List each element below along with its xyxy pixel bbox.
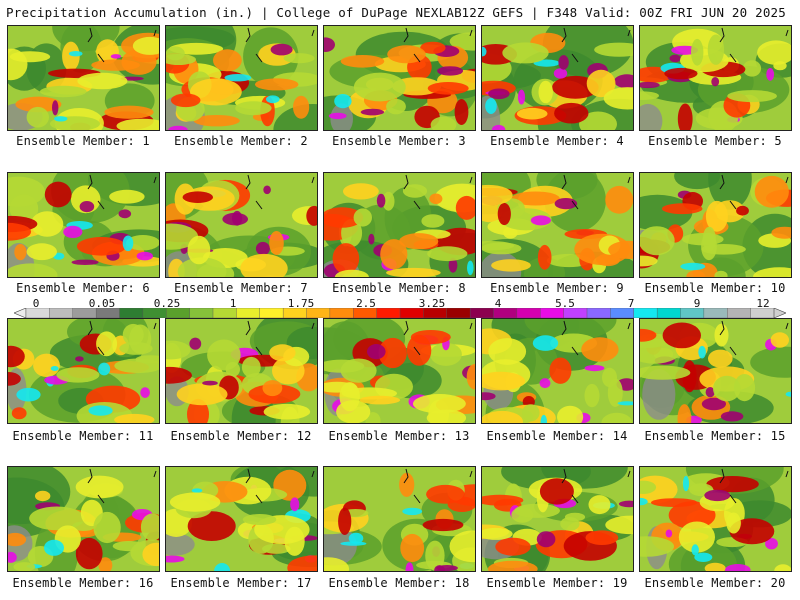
colorbar-swatch [516,308,541,318]
colorbar-tick-label: 9 [693,297,701,310]
precip-field [8,319,159,423]
colorbar-swatch [586,308,611,318]
colorbar-swatch [259,308,284,318]
ensemble-member-map [481,466,634,572]
colorbar-swatch [446,308,471,318]
colorbar-swatch [49,308,74,318]
colorbar-max-arrow [773,308,786,318]
ensemble-member-map [165,172,318,278]
run-valid-time: 12Z GEFS | F348 Valid: 00Z FRI JUN 20 20… [461,5,786,20]
ensemble-member-label: Ensemble Member: 18 [328,576,470,590]
ensemble-member-label: Ensemble Member: 9 [490,281,624,295]
precip-field [8,173,159,277]
ensemble-member-label: Ensemble Member: 7 [174,281,308,295]
ensemble-member-map [323,466,476,572]
ensemble-member-map [639,466,792,572]
colorbar-tick-label: 1 [229,297,237,310]
ensemble-member-map [481,25,634,131]
ensemble-member-label: Ensemble Member: 5 [648,134,782,148]
ensemble-member-label: Ensemble Member: 14 [486,429,628,443]
map-title: Precipitation Accumulation (in.) | Colle… [6,5,462,20]
ensemble-member-map [323,25,476,131]
colorbar-swatch [656,308,682,318]
colorbar-swatch [329,308,354,318]
ensemble-member-label: Ensemble Member: 19 [486,576,628,590]
colorbar-swatch [703,308,728,318]
precip-field [324,467,475,571]
precip-field [166,26,317,130]
ensemble-member-label: Ensemble Member: 11 [12,429,154,443]
precip-field [482,319,633,423]
colorbar [14,308,786,318]
ensemble-member-map [323,172,476,278]
colorbar-swatch [633,308,658,318]
precip-field [482,26,633,130]
precip-field [324,319,475,423]
ensemble-member-map [165,466,318,572]
ensemble-member-label: Ensemble Member: 8 [332,281,466,295]
ensemble-member-label: Ensemble Member: 16 [12,576,154,590]
precip-field [640,173,791,277]
colorbar-tick-label: 2.5 [356,297,376,310]
colorbar-tick-label: 7 [627,297,635,310]
ensemble-member-label: Ensemble Member: 13 [328,429,470,443]
ensemble-member-map [165,25,318,131]
ensemble-member-label: Ensemble Member: 20 [644,576,786,590]
colorbar-min-arrow [14,308,27,318]
precip-field [640,26,791,130]
colorbar-tick-label: 5.5 [555,297,575,310]
ensemble-member-label: Ensemble Member: 4 [490,134,624,148]
ensemble-member-label: Ensemble Member: 2 [174,134,308,148]
ensemble-member-label: Ensemble Member: 1 [16,134,150,148]
ensemble-member-map [165,318,318,424]
precip-field [166,173,317,277]
colorbar-tick-label: 12 [756,297,770,310]
colorbar-tick-label: 3.25 [418,297,446,310]
ensemble-member-map [481,172,634,278]
ensemble-member-map [7,172,160,278]
precip-field [324,173,475,277]
ensemble-member-label: Ensemble Member: 15 [644,429,786,443]
ensemble-member-map [7,25,160,131]
ensemble-member-map [7,318,160,424]
colorbar-swatch [119,308,144,318]
ensemble-member-map [481,318,634,424]
colorbar-tick-label: 0.25 [153,297,181,310]
ensemble-member-label: Ensemble Member: 6 [16,281,150,295]
ensemble-member-map [639,25,792,131]
colorbar-swatch [189,308,214,318]
ensemble-member-map [323,318,476,424]
ensemble-member-label: Ensemble Member: 3 [332,134,466,148]
colorbar-swatch [727,308,752,318]
precip-field [8,26,159,130]
precip-field [482,467,633,571]
colorbar-tick-label: 0.05 [88,297,116,310]
precip-field [166,319,317,423]
ensemble-member-map [639,172,792,278]
precip-field [482,173,633,277]
colorbar-tick-label: 4 [494,297,502,310]
precip-field [166,467,317,571]
colorbar-swatch [680,308,705,318]
colorbar-tick-label: 0 [32,297,40,310]
ensemble-member-label: Ensemble Member: 17 [170,576,312,590]
colorbar-swatch [469,308,495,318]
precip-field [324,26,475,130]
ensemble-member-label: Ensemble Member: 10 [644,281,786,295]
colorbar-swatch [236,308,261,318]
precip-field [640,467,791,571]
ensemble-member-label: Ensemble Member: 12 [170,429,312,443]
colorbar-swatch [376,308,401,318]
ensemble-member-map [639,318,792,424]
precip-field [8,467,159,571]
ensemble-member-map [7,466,160,572]
precip-field [640,319,791,423]
colorbar-tick-label: 1.75 [287,297,315,310]
